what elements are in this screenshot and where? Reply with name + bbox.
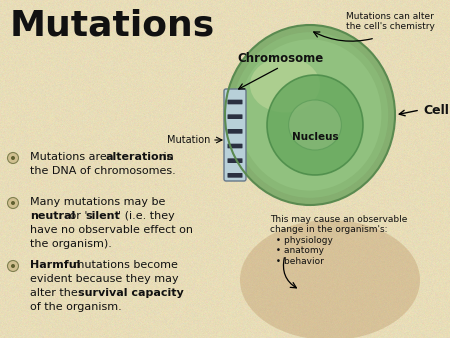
Text: alterations: alterations [106, 152, 174, 162]
Text: silent: silent [85, 211, 120, 221]
FancyBboxPatch shape [228, 173, 243, 178]
Circle shape [11, 156, 15, 160]
Text: Mutations: Mutations [10, 8, 215, 42]
FancyBboxPatch shape [228, 129, 243, 134]
Text: Nucleus: Nucleus [292, 132, 338, 142]
Text: ' (i.e. they: ' (i.e. they [118, 211, 175, 221]
Ellipse shape [232, 32, 388, 198]
Text: of the organism.: of the organism. [30, 302, 122, 312]
Text: Cell: Cell [423, 103, 449, 117]
Circle shape [8, 152, 18, 164]
Circle shape [11, 264, 15, 268]
Circle shape [8, 197, 18, 209]
Circle shape [11, 201, 15, 205]
Ellipse shape [267, 75, 363, 175]
Ellipse shape [250, 57, 320, 113]
Text: Harmful: Harmful [30, 260, 81, 270]
Text: neutral: neutral [30, 211, 75, 221]
Text: have no observable effect on: have no observable effect on [30, 225, 193, 235]
Text: the DNA of chromosomes.: the DNA of chromosomes. [30, 166, 176, 176]
Ellipse shape [238, 40, 382, 191]
Text: Chromosome: Chromosome [237, 52, 323, 65]
Text: alter the: alter the [30, 288, 81, 298]
Text: Mutations are: Mutations are [30, 152, 110, 162]
Circle shape [8, 261, 18, 271]
Text: mutations become: mutations become [70, 260, 178, 270]
FancyBboxPatch shape [228, 144, 243, 148]
Text: or ': or ' [66, 211, 87, 221]
Text: This may cause an observable
change in the organism's:
  • physiology
  • anatom: This may cause an observable change in t… [270, 215, 407, 266]
Text: Mutation: Mutation [166, 135, 210, 145]
FancyBboxPatch shape [228, 158, 243, 163]
Ellipse shape [225, 25, 395, 205]
FancyBboxPatch shape [224, 89, 246, 181]
Text: in: in [160, 152, 174, 162]
Text: Mutations can alter
the cell's chemistry: Mutations can alter the cell's chemistry [346, 12, 434, 31]
Text: survival capacity: survival capacity [78, 288, 184, 298]
Text: Many mutations may be: Many mutations may be [30, 197, 166, 207]
Ellipse shape [288, 100, 342, 150]
Text: evident because they may: evident because they may [30, 274, 179, 284]
FancyBboxPatch shape [228, 100, 243, 104]
FancyBboxPatch shape [228, 114, 243, 119]
Ellipse shape [240, 220, 420, 338]
Text: the organism).: the organism). [30, 239, 112, 249]
